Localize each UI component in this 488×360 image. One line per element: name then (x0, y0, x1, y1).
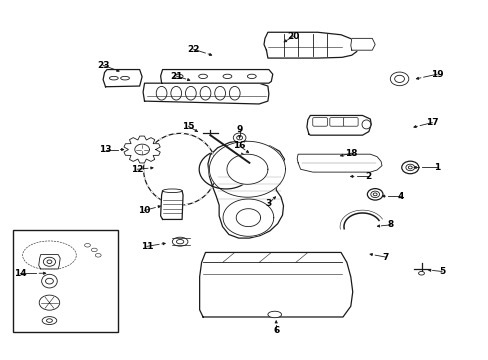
Text: 15: 15 (182, 122, 194, 131)
Text: 2: 2 (365, 172, 371, 181)
Ellipse shape (47, 260, 52, 264)
Polygon shape (236, 209, 260, 226)
Polygon shape (124, 136, 160, 163)
Ellipse shape (405, 164, 414, 171)
Text: 3: 3 (265, 199, 271, 208)
Text: 18: 18 (345, 149, 357, 158)
Text: 13: 13 (99, 145, 112, 154)
Ellipse shape (394, 75, 404, 82)
Polygon shape (39, 255, 60, 269)
Polygon shape (199, 252, 352, 317)
Polygon shape (223, 199, 273, 236)
Polygon shape (207, 140, 284, 238)
Ellipse shape (229, 86, 240, 100)
Text: 23: 23 (97, 61, 109, 70)
Text: 22: 22 (187, 45, 199, 54)
Ellipse shape (46, 319, 52, 322)
Ellipse shape (366, 189, 382, 200)
Ellipse shape (389, 72, 408, 86)
Ellipse shape (84, 243, 90, 247)
Ellipse shape (370, 191, 379, 198)
FancyBboxPatch shape (329, 118, 344, 126)
Ellipse shape (200, 86, 210, 100)
Ellipse shape (418, 271, 424, 275)
Text: 1: 1 (433, 163, 439, 172)
Ellipse shape (91, 248, 97, 252)
Ellipse shape (42, 317, 57, 324)
Polygon shape (143, 83, 268, 104)
Text: 10: 10 (138, 206, 150, 215)
Ellipse shape (121, 76, 129, 80)
Ellipse shape (214, 86, 225, 100)
Ellipse shape (361, 120, 370, 129)
Text: 11: 11 (141, 242, 153, 251)
Polygon shape (264, 32, 358, 58)
Bar (13, 230, 118, 332)
Ellipse shape (176, 239, 183, 244)
Text: 14: 14 (14, 269, 26, 278)
Ellipse shape (45, 278, 53, 284)
Ellipse shape (43, 257, 56, 266)
Text: 8: 8 (387, 220, 393, 229)
Text: 16: 16 (233, 141, 245, 150)
Polygon shape (160, 191, 183, 220)
Text: 21: 21 (170, 72, 182, 81)
Text: 5: 5 (438, 267, 444, 276)
Ellipse shape (156, 86, 166, 100)
Ellipse shape (247, 74, 256, 78)
FancyBboxPatch shape (312, 118, 327, 126)
Polygon shape (103, 69, 142, 87)
Polygon shape (209, 141, 285, 197)
Text: 12: 12 (131, 165, 143, 174)
Text: 9: 9 (236, 125, 243, 134)
Text: 4: 4 (397, 192, 403, 201)
Text: 20: 20 (286, 32, 299, 41)
Ellipse shape (267, 311, 281, 318)
Polygon shape (135, 144, 149, 155)
Text: 17: 17 (425, 118, 438, 127)
Ellipse shape (170, 86, 181, 100)
Ellipse shape (401, 161, 418, 174)
Ellipse shape (174, 74, 183, 78)
Ellipse shape (236, 135, 242, 140)
Ellipse shape (41, 274, 57, 288)
Polygon shape (297, 154, 381, 172)
Text: 19: 19 (430, 70, 443, 79)
Polygon shape (306, 116, 370, 135)
Ellipse shape (172, 237, 187, 246)
Ellipse shape (372, 193, 376, 196)
Ellipse shape (223, 74, 231, 78)
Polygon shape (160, 69, 272, 83)
Ellipse shape (198, 74, 207, 78)
Polygon shape (350, 39, 374, 50)
Text: 7: 7 (382, 253, 388, 262)
Text: 6: 6 (272, 326, 279, 335)
Ellipse shape (407, 166, 411, 169)
Ellipse shape (95, 253, 101, 257)
Ellipse shape (109, 76, 118, 80)
Ellipse shape (233, 133, 245, 142)
FancyBboxPatch shape (343, 118, 357, 126)
Polygon shape (226, 154, 267, 184)
Ellipse shape (185, 86, 196, 100)
Ellipse shape (162, 189, 182, 193)
Ellipse shape (39, 295, 60, 310)
